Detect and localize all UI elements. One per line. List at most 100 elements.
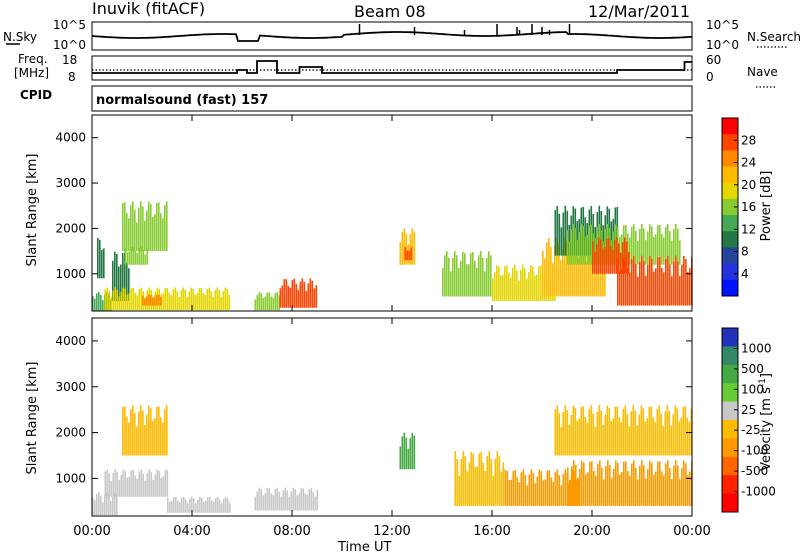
heatmap-cell <box>641 255 643 306</box>
heatmap-cell <box>628 426 631 456</box>
heatmap-cell <box>562 212 565 256</box>
heatmap-cell <box>454 251 456 297</box>
heatmap-cell <box>148 469 151 497</box>
heatmap-cell <box>686 417 689 456</box>
heatmap-cell <box>164 408 166 456</box>
heatmap-cell <box>182 287 185 311</box>
heatmap-cell <box>604 247 606 274</box>
heatmap-cell <box>116 254 118 302</box>
colorbar-tick-label: -1000 <box>741 485 776 499</box>
heatmap-cell <box>281 285 284 308</box>
heatmap-cell <box>108 291 111 311</box>
heatmap-cell <box>510 479 513 506</box>
heatmap-cell <box>520 269 522 301</box>
heatmap-cell <box>124 406 126 456</box>
heatmap-cell <box>508 272 510 301</box>
colorbar-swatch <box>722 475 738 495</box>
heatmap-cell <box>192 288 195 311</box>
heatmap-cell <box>211 500 213 513</box>
heatmap-cell <box>284 487 287 511</box>
noise-sky-line <box>91 31 693 42</box>
heatmap-cell <box>584 416 587 456</box>
heatmap-cell <box>538 266 540 301</box>
heatmap-cell <box>504 266 506 301</box>
heatmap-cell <box>310 487 313 511</box>
heatmap-cell <box>296 495 299 511</box>
heatmap-cell <box>660 413 663 456</box>
heatmap-cell <box>166 201 168 252</box>
heatmap-cell <box>456 459 459 506</box>
heatmap-cell <box>558 413 561 456</box>
heatmap-cell <box>593 470 595 506</box>
heatmap-cell <box>136 295 139 311</box>
heatmap-cell <box>462 451 465 506</box>
heatmap-cell <box>667 224 669 265</box>
colorbar-tick-label: 500 <box>741 362 764 376</box>
heatmap-cell <box>264 493 267 511</box>
heatmap-cell <box>166 288 169 311</box>
heatmap-cell <box>601 467 603 506</box>
heatmap-cell <box>602 225 605 256</box>
heatmap-cell <box>655 471 657 506</box>
heatmap-cell <box>112 290 115 311</box>
heatmap-cell <box>492 278 494 302</box>
heatmap-cell <box>590 237 592 297</box>
heatmap-cell <box>624 237 626 274</box>
heatmap-cell <box>468 264 470 297</box>
colorbar-tick-label: 28 <box>741 133 756 147</box>
heatmap-cell <box>206 289 209 311</box>
heatmap-cell <box>152 297 154 306</box>
heatmap-cell <box>568 225 571 256</box>
heatmap-cell <box>494 272 496 301</box>
heatmap-cell <box>260 293 263 311</box>
heatmap-cell <box>614 240 616 274</box>
heatmap-cell <box>187 503 189 513</box>
colorbar-tick-label: 24 <box>741 156 756 170</box>
heatmap-cell <box>176 291 179 311</box>
heatmap-cell <box>122 469 125 497</box>
velocity-colorbar-ticks: 1000 500 100 25 -25 -100 -500 -1000 <box>734 341 776 499</box>
heatmap-cell <box>595 237 597 265</box>
heatmap-cell <box>579 469 581 506</box>
heatmap-cell <box>640 405 643 456</box>
heatmap-cell <box>122 407 124 456</box>
heatmap-cell <box>411 228 414 265</box>
heatmap-cell <box>619 271 621 306</box>
heatmap-cell <box>639 228 641 265</box>
heatmap-cell <box>526 278 528 301</box>
heatmap-cell <box>162 218 164 252</box>
heatmap-cell <box>613 468 615 506</box>
heatmap-cell <box>191 496 193 513</box>
heatmap-cell <box>621 268 623 306</box>
heatmap-cell <box>104 289 107 311</box>
heatmap-cell <box>144 298 146 306</box>
colorbar-tick-label: -500 <box>741 464 768 478</box>
heatmap-cell <box>540 265 542 301</box>
heatmap-cell <box>166 405 168 456</box>
heatmap-cell <box>476 267 478 297</box>
heatmap-cell <box>220 296 223 311</box>
heatmap-cell <box>626 241 628 274</box>
heatmap-cell <box>548 470 551 506</box>
heatmap-cell <box>291 280 294 308</box>
heatmap-cell <box>118 479 121 497</box>
colorbar-tick-label: 1000 <box>741 341 772 355</box>
heatmap-cell <box>591 224 593 265</box>
heatmap-cell <box>603 241 605 265</box>
noise-right-tick-bottom: 10^0 <box>706 38 739 52</box>
heatmap-cell <box>308 489 311 511</box>
heatmap-cell <box>573 223 575 265</box>
heatmap-cell <box>651 463 653 506</box>
heatmap-cell <box>448 257 450 297</box>
heatmap-cell <box>274 489 277 511</box>
heatmap-cell <box>641 460 643 506</box>
noise-right-label: N.Search <box>747 30 800 44</box>
heatmap-cell <box>622 408 625 456</box>
heatmap-cell <box>637 276 639 306</box>
heatmap-cell <box>656 408 659 456</box>
heatmap-cell <box>464 253 466 297</box>
heatmap-cell <box>313 288 316 308</box>
x-tick-label: 04:00 <box>173 524 210 539</box>
heatmap-cell <box>617 462 619 506</box>
heatmap-cell <box>528 272 530 301</box>
